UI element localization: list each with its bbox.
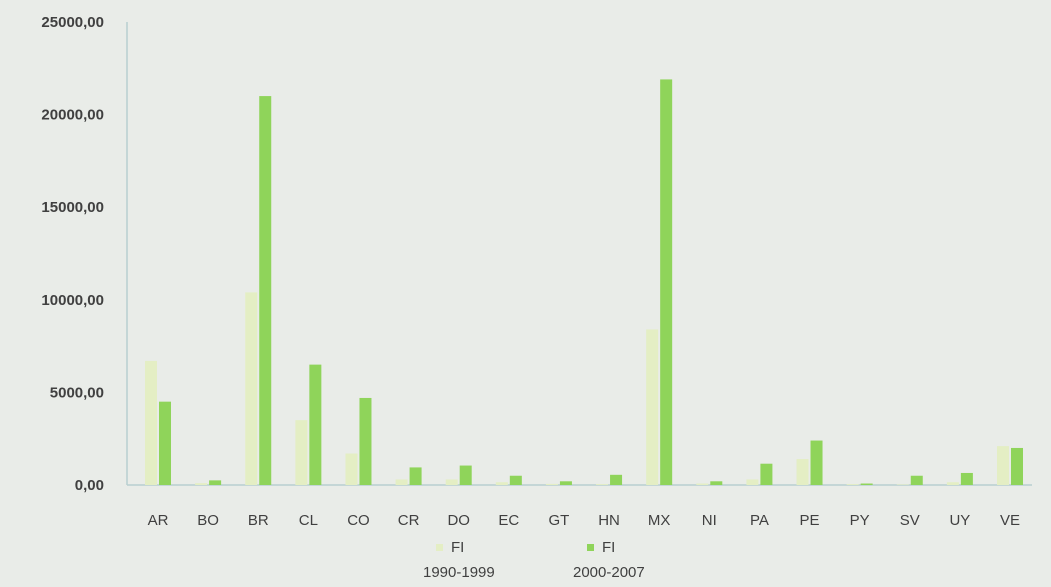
bar-gt-series-2 [559,481,572,485]
y-tick-label: 5000,00 [50,384,104,401]
bar-py-series-1 [846,484,859,485]
bar-ve-series-1 [997,446,1009,485]
y-tick-label: 20000,00 [41,107,104,124]
x-tick-label: CL [299,512,318,529]
legend-swatch-series-1 [436,544,443,551]
bar-co-series-2 [359,397,372,485]
bar-hn-series-2 [610,474,623,485]
y-tick-label: 10000,00 [41,292,104,309]
bar-ni-series-1 [696,483,709,485]
x-tick-label: BR [248,512,269,529]
x-tick-label: MX [648,512,671,529]
bar-cr-series-1 [395,479,408,485]
bars [145,79,1023,486]
bar-ve-series-2 [1011,447,1023,485]
bar-gt-series-1 [545,483,558,485]
bar-uy-series-2 [960,472,973,485]
bar-py-series-2 [860,483,873,485]
x-tick-label: PE [800,512,820,529]
x-tick-label: CR [398,512,420,529]
bar-br-series-1 [245,292,258,485]
bar-co-series-1 [345,453,358,485]
x-tick-label: BO [197,512,219,529]
bar-do-series-2 [459,465,472,485]
axes [126,22,1032,486]
bar-uy-series-1 [946,482,959,485]
x-tick-label: DO [447,512,470,529]
bar-sv-series-2 [910,475,923,485]
x-tick-label: HN [598,512,620,529]
bar-mx-series-1 [646,329,659,485]
bar-pe-series-2 [810,440,823,485]
legend-label-series-2-line1: FI [602,539,615,556]
x-tick-label: GT [549,512,570,529]
x-tick-label: EC [498,512,519,529]
legend-label-series-2-line2: 2000-2007 [573,564,645,581]
y-axis-ticks: 0,00 5000,00 10000,00 15000,00 20000,00 25000… [41,14,104,494]
x-tick-label: PY [850,512,870,529]
x-tick-label: SV [900,512,920,529]
bar-ar-series-2 [159,401,171,485]
bar-cl-series-2 [309,364,322,485]
x-tick-label: NI [702,512,717,529]
y-tick-label: 0,00 [75,477,104,494]
x-tick-label: VE [1000,512,1020,529]
bar-bo-series-1 [195,483,208,485]
x-tick-label: CO [347,512,370,529]
x-tick-label: PA [750,512,769,529]
legend-item-series-1: FI 1990-1999 [423,539,495,581]
bar-cl-series-1 [295,420,308,485]
legend-swatch-series-2 [587,544,594,551]
bar-hn-series-1 [596,484,609,485]
legend-label-series-1-line1: FI [451,539,464,556]
bar-ar-series-1 [145,360,157,485]
bar-do-series-1 [445,479,458,485]
bar-sv-series-1 [896,484,909,485]
x-tick-label: AR [148,512,169,529]
bar-br-series-2 [259,96,272,485]
bar-ni-series-2 [710,481,723,485]
x-axis-ticks: AR BO BR CL CO CR DO EC GT HN MX NI PA PE PY SV UY VE [148,512,1020,529]
bar-bo-series-2 [209,480,222,485]
bar-pa-series-1 [746,479,759,485]
bar-pa-series-2 [760,463,773,485]
y-tick-label: 25000,00 [41,14,104,31]
legend-label-series-1-line2: 1990-1999 [423,564,495,581]
y-tick-label: 15000,00 [41,199,104,216]
legend-item-series-2: FI 2000-2007 [573,539,645,581]
bar-pe-series-1 [796,459,809,485]
bar-ec-series-2 [509,475,522,485]
bar-mx-series-2 [660,79,673,486]
legend: FI 1990-1999 FI 2000-2007 [423,539,645,581]
bar-cr-series-2 [409,467,422,485]
bar-ec-series-1 [495,482,508,485]
x-tick-label: UY [949,512,970,529]
